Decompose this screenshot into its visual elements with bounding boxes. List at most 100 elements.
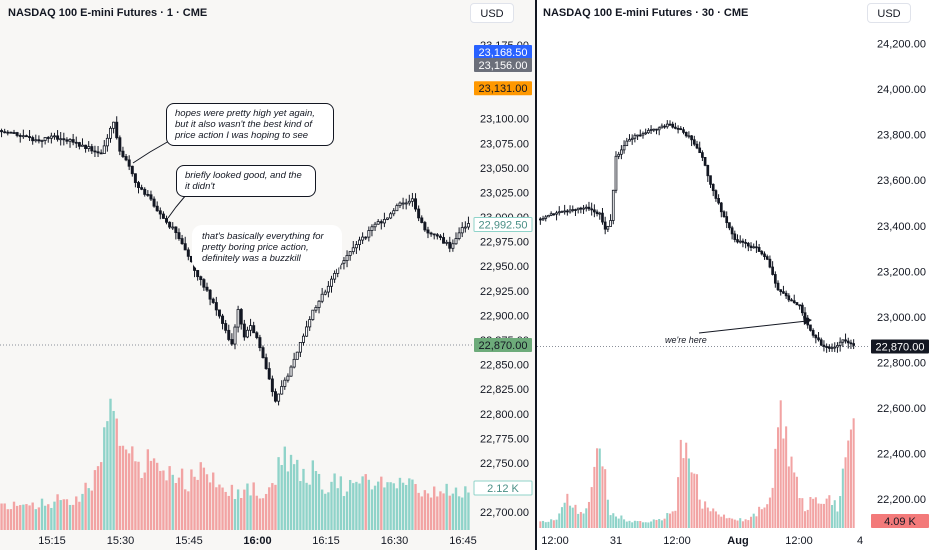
volume-bar xyxy=(65,499,69,530)
candle-body xyxy=(43,137,47,141)
candle-body xyxy=(460,227,464,234)
candle-body xyxy=(283,379,287,387)
volume-bar xyxy=(782,438,785,528)
candle-body xyxy=(389,213,393,219)
volume-bar xyxy=(274,484,277,530)
candle-body xyxy=(457,232,461,239)
volume-bar xyxy=(118,445,122,530)
volume-bar xyxy=(408,478,411,530)
candle-body xyxy=(56,135,60,140)
candle-body xyxy=(811,329,815,336)
volume-bar xyxy=(682,458,685,528)
volume-bar xyxy=(448,495,451,530)
price-tag-label: 4.09 K xyxy=(884,516,916,528)
candle-body xyxy=(792,300,796,303)
candle-body xyxy=(590,208,594,211)
candle-body xyxy=(655,128,658,131)
volume-bar xyxy=(398,477,402,530)
candle-body xyxy=(317,300,321,308)
right-chart-canvas[interactable]: 24,200.00 24,000.00 23,800.00 23,600.00 23,4… xyxy=(537,0,932,550)
volume-bar xyxy=(461,497,464,530)
candle-body xyxy=(401,202,405,205)
left-currency-button[interactable]: USD xyxy=(470,3,514,23)
volume-bar xyxy=(849,429,852,528)
volume-bar xyxy=(674,510,677,528)
volume-bar xyxy=(361,476,364,530)
candle-body xyxy=(227,329,231,340)
candle-body xyxy=(112,121,116,129)
volume-bar xyxy=(566,493,569,528)
right-symbol-title[interactable]: NASDAQ 100 E-mini Futures · 30 · CME xyxy=(543,7,749,19)
right-chart-pane[interactable]: 24,200.00 24,000.00 23,800.00 23,600.00 23,4… xyxy=(537,0,932,550)
volume-bar xyxy=(841,468,844,528)
candle-body xyxy=(838,341,842,346)
volume-bar xyxy=(766,504,769,528)
left-chart-pane[interactable]: 23,175.0023,100.0023,075.0023,050.0023,0… xyxy=(0,0,535,550)
candle-body xyxy=(809,324,812,331)
price-axis-label: 23,400.00 xyxy=(877,221,926,233)
candle-body xyxy=(242,323,246,338)
volume-bar xyxy=(401,482,405,530)
volume-bar xyxy=(712,508,715,528)
volume-bar xyxy=(836,511,839,528)
volume-bar xyxy=(333,473,336,530)
volume-bar xyxy=(149,460,153,530)
volume-bar xyxy=(109,398,112,530)
candle-body xyxy=(314,307,318,311)
candle-body xyxy=(601,212,604,223)
right-currency-button[interactable]: USD xyxy=(867,3,911,23)
candle-body xyxy=(68,139,72,142)
candle-body xyxy=(9,131,13,134)
candle-body xyxy=(423,222,427,231)
candle-body xyxy=(582,207,585,210)
volume-bar xyxy=(614,516,618,528)
candle-body xyxy=(367,230,371,238)
volume-bar xyxy=(0,503,3,530)
volume-bar xyxy=(831,505,834,528)
price-tag-box xyxy=(474,81,532,96)
candle-body xyxy=(817,337,820,341)
candle-body xyxy=(652,128,656,131)
price-axis-label: 22,400.00 xyxy=(877,449,926,461)
volume-bar xyxy=(143,472,146,530)
volume-bar xyxy=(53,501,56,530)
candle-body xyxy=(80,144,84,147)
volume-bar xyxy=(720,516,723,528)
left-chart-canvas[interactable]: 23,175.0023,100.0023,075.0023,050.0023,0… xyxy=(0,0,535,550)
volume-bar xyxy=(84,482,87,530)
left-symbol-title[interactable]: NASDAQ 100 E-mini Futures · 1 · CME xyxy=(8,7,208,19)
volume-bar xyxy=(174,482,178,530)
volume-bar xyxy=(317,473,321,530)
candle-body xyxy=(454,238,458,245)
callout-boring: that's basically everything for pretty b… xyxy=(192,225,342,270)
volume-bar xyxy=(342,496,346,530)
volume-bar xyxy=(598,448,601,528)
candle-body xyxy=(277,393,281,402)
volume-bar xyxy=(790,456,793,528)
candle-body xyxy=(674,126,677,129)
pane-divider[interactable] xyxy=(535,0,537,550)
candle-body xyxy=(568,209,572,213)
candle-body xyxy=(379,221,383,224)
candle-body xyxy=(373,223,377,228)
candle-body xyxy=(49,135,53,139)
candle-body xyxy=(684,131,688,137)
candle-body xyxy=(463,226,467,229)
candle-body xyxy=(211,298,215,303)
candle-body xyxy=(348,251,352,256)
volume-bar xyxy=(96,466,100,530)
volume-bar xyxy=(558,513,561,528)
candle-body xyxy=(236,309,240,328)
price-tag-label: 22,870.00 xyxy=(876,342,925,354)
volume-bar xyxy=(433,486,436,530)
volume-bar xyxy=(744,519,747,528)
time-axis-label: 15:45 xyxy=(175,535,203,547)
time-axis-label: 12:00 xyxy=(785,535,813,547)
volume-bar xyxy=(193,476,196,530)
candle-body xyxy=(636,134,639,137)
volume-bar xyxy=(87,488,90,530)
volume-bar xyxy=(93,470,97,530)
volume-bar xyxy=(268,487,271,530)
volume-bar xyxy=(299,481,302,530)
volume-bar xyxy=(801,498,804,528)
